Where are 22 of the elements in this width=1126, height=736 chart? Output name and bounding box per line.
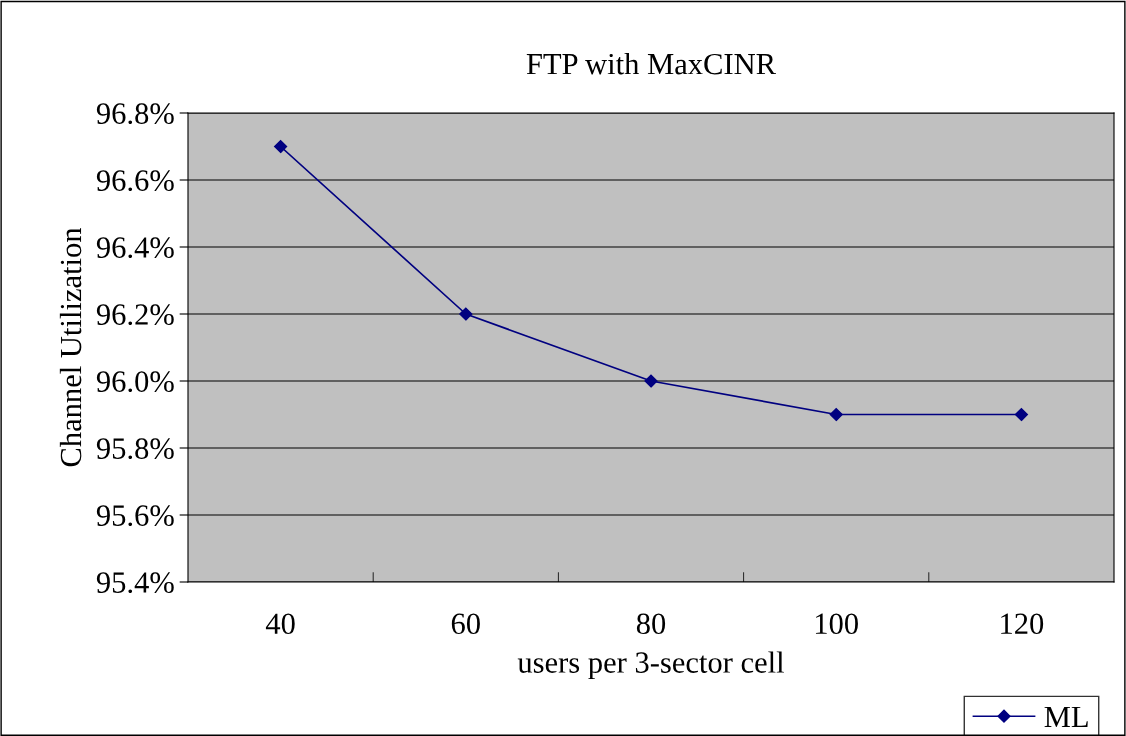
- x-tick-label: 80: [636, 613, 666, 635]
- y-tick-label: 96.0%: [96, 371, 174, 393]
- y-tick-label: 96.4%: [96, 237, 174, 259]
- y-tick-label: 96.6%: [96, 170, 174, 192]
- x-tick-label: 100: [815, 613, 858, 635]
- y-tick-label: 96.2%: [96, 304, 174, 326]
- x-tick-label: 60: [451, 613, 480, 635]
- chart-title: FTP with MaxCINR: [526, 52, 777, 75]
- point: [459, 307, 473, 321]
- legend-label: ML: [1044, 706, 1088, 727]
- x-axis-title: users per 3-sector cell: [517, 651, 784, 680]
- x-tick-label: 40: [265, 613, 295, 635]
- y-tick-label: 95.8%: [96, 438, 174, 460]
- point: [644, 374, 658, 388]
- point: [829, 407, 843, 422]
- point: [274, 139, 288, 154]
- y-tick-label: 95.4%: [96, 572, 174, 594]
- point: [1014, 407, 1028, 422]
- y-axis-title: Channel Utilization: [59, 227, 82, 467]
- y-tick-label: 95.6%: [96, 505, 174, 527]
- x-tick-label: 120: [1001, 613, 1044, 635]
- y-tick-label: 96.8%: [96, 103, 174, 125]
